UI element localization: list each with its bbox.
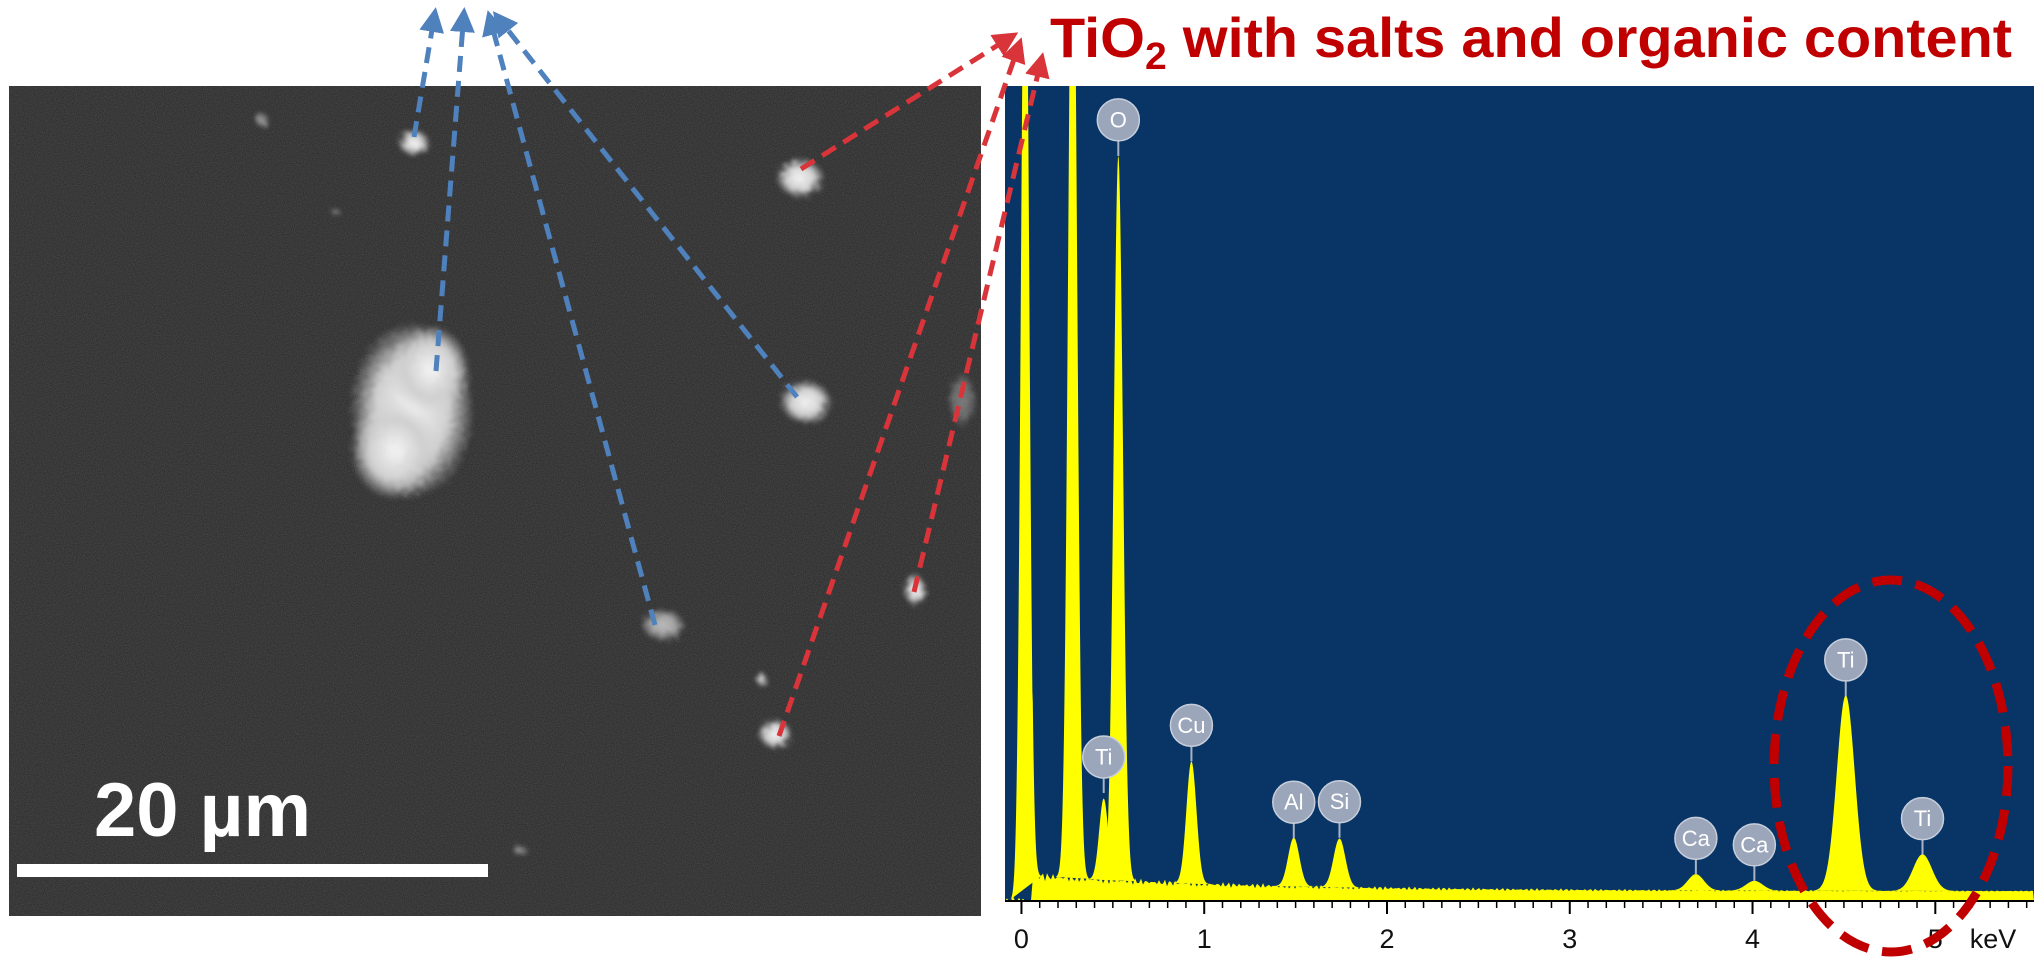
x-tick-label: 2 [1379, 924, 1394, 954]
title: TiO2 with salts and organic content [1050, 6, 2012, 78]
title-rest: with salts and organic content [1167, 6, 2012, 69]
peak-label: O [1110, 107, 1127, 132]
x-tick-label: 1 [1197, 924, 1212, 954]
peak-label: Al [1284, 790, 1304, 815]
peak-label: Cu [1177, 713, 1205, 738]
peak-label: Ti [1837, 647, 1855, 672]
peak-label: Si [1330, 789, 1350, 814]
scale-bar-label: 20 µm [94, 768, 311, 853]
x-tick-label: 0 [1014, 924, 1029, 954]
sem-image: 20 µm [9, 86, 981, 916]
scale-bar [17, 864, 488, 877]
x-unit: keV [1970, 924, 2017, 954]
title-subscript: 2 [1145, 36, 1167, 78]
figure: 20 µm TiOCuAlSiCaCaTiTi 012345keV TiO2 w… [0, 0, 2042, 958]
x-tick-label: 4 [1745, 924, 1760, 954]
x-tick-label: 3 [1562, 924, 1577, 954]
title-main: TiO [1050, 6, 1145, 69]
peak-label: Ti [1095, 744, 1113, 769]
peak-label: Ca [1682, 826, 1711, 851]
peak-label: Ca [1740, 832, 1769, 857]
peak-label: Ti [1914, 806, 1932, 831]
spectrum-background [1005, 86, 2034, 901]
